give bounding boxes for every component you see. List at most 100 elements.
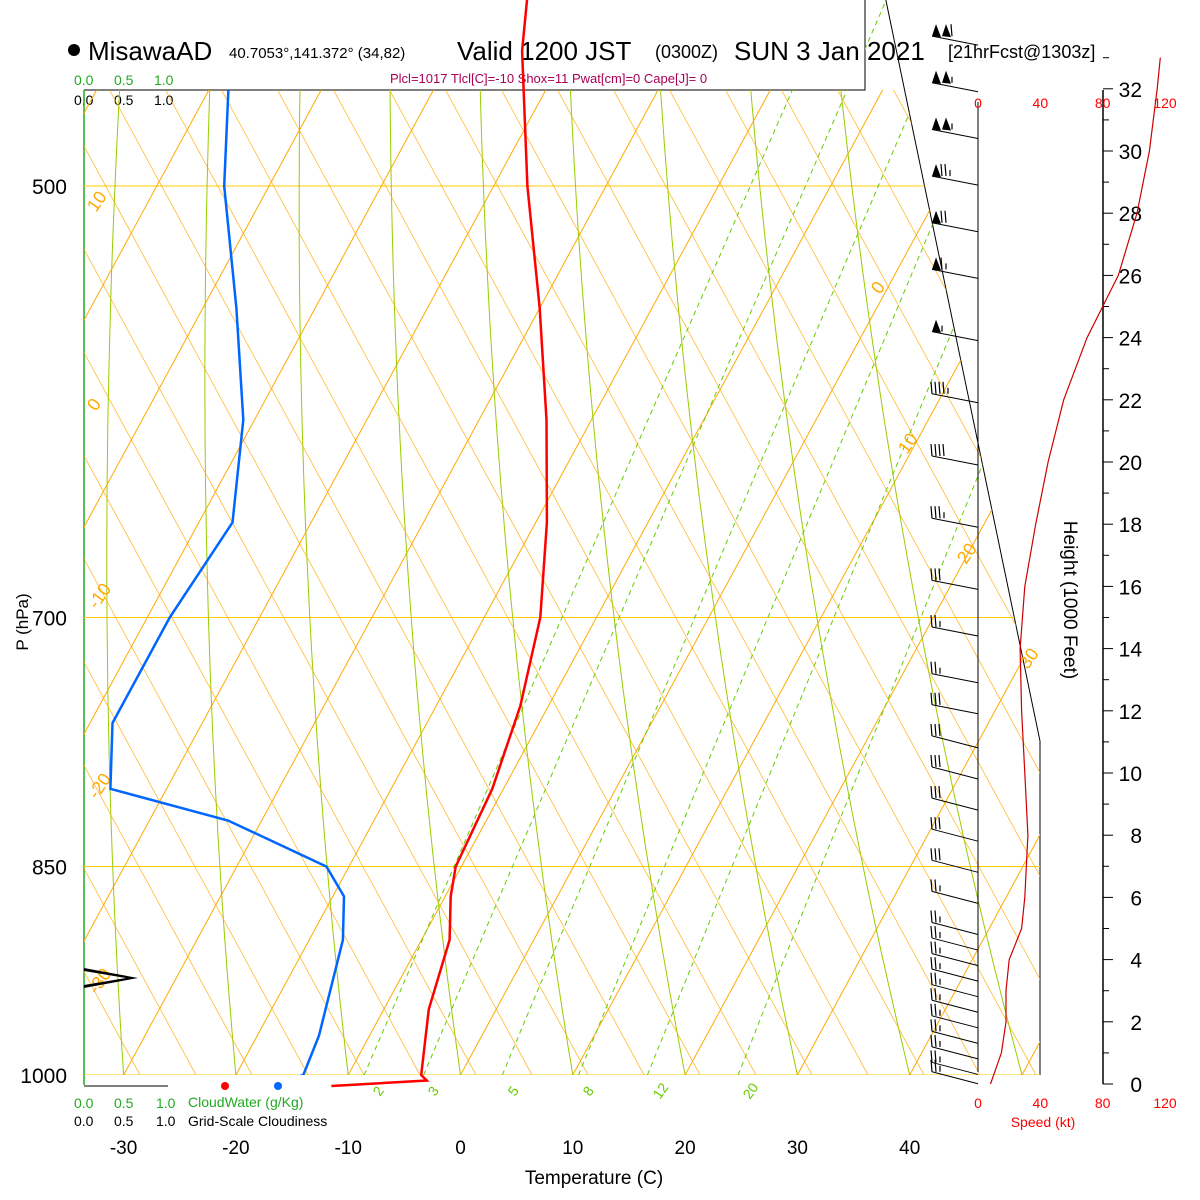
height-tick-label: 20: [1119, 452, 1142, 475]
cloud-fraction-wedge: [84, 968, 138, 988]
speed-tick-label-bottom: 80: [1095, 1095, 1111, 1111]
dry-adiabat-line: [204, 0, 277, 1076]
mixing-ratio-label: 20: [739, 1080, 761, 1102]
height-axis-title: Height (1000 Feet): [1059, 521, 1080, 679]
adiabat-line: [84, 89, 197, 1076]
wind-barb: [930, 988, 979, 1013]
isotherm-line: [1134, 90, 1200, 1075]
adiabat-line: [84, 89, 477, 1076]
wind-barb: [930, 1059, 979, 1085]
wind-barb: [931, 24, 979, 46]
plot-boundary: [84, 0, 1041, 1075]
isotherm-line: [84, 89, 434, 1076]
height-tick-label: 26: [1119, 265, 1142, 288]
temperature-tick-label: 10: [562, 1138, 583, 1159]
cloudiness-tick-bottom: 1.0: [156, 1113, 176, 1129]
height-tick-label: 6: [1130, 887, 1142, 910]
plot-frame: [83, 0, 1041, 1085]
wind-barb: [930, 786, 979, 811]
y-axis-title: P (hPa): [13, 593, 32, 650]
dry-adiabat-line: [873, 0, 1040, 1076]
height-tick-label: 24: [1119, 328, 1143, 351]
cloudiness-tick-top: 0.5: [114, 92, 134, 108]
height-tick-label: 18: [1119, 514, 1142, 537]
dry-adiabat-line: [561, 0, 698, 1076]
valid-date: SUN 3 Jan 2021: [734, 36, 925, 66]
dry-adiabat-line: [389, 0, 471, 1076]
adiabat-line: [893, 89, 1040, 1076]
adiabat-line: [501, 89, 1037, 1076]
wind-speed-profile: [989, 57, 1161, 1085]
adiabat-line: [84, 89, 589, 1076]
speed-tick-label-bottom: 120: [1153, 1095, 1177, 1111]
wind-barb: [930, 692, 979, 715]
height-tick-label: 4: [1130, 950, 1142, 973]
wind-barb: [930, 1050, 979, 1075]
isotherm-label: 10: [83, 187, 111, 215]
speed-tick-label-top: 120: [1153, 95, 1177, 111]
wind-barb: [930, 817, 979, 842]
adiabat-line: [277, 89, 813, 1076]
cloudwater-tick-bottom: 0.0: [74, 1095, 94, 1111]
wind-barb: [931, 210, 979, 233]
station-name: MisawaAD: [88, 36, 212, 66]
isotherm-line: [796, 89, 1040, 1076]
mixing-ratio-label: 8: [579, 1083, 597, 1099]
sounding-profiles: [109, 0, 549, 1088]
mixing-ratio-line: [501, 0, 1002, 1076]
dry-adiabat-line: [1022, 0, 1040, 1076]
height-tick-label: 2: [1130, 1012, 1142, 1035]
adiabat-line: [165, 89, 701, 1076]
adiabat-line: [557, 89, 1040, 1076]
adiabat-line: [84, 89, 365, 1076]
station-marker-icon: [68, 44, 80, 56]
temperature-tick-label: 40: [899, 1138, 920, 1159]
mixing-ratio-label: 2: [369, 1083, 387, 1099]
wind-barb: [930, 972, 979, 998]
wind-barb: [931, 117, 979, 139]
temperature-tick-label: 30: [787, 1138, 808, 1159]
adiabat-line: [781, 89, 1040, 1076]
height-tick-label: 8: [1130, 825, 1142, 848]
isotherm-line: [347, 89, 884, 1076]
dry-adiabat-line: [1098, 0, 1200, 1138]
height-tick-label: 12: [1119, 701, 1142, 724]
adiabat-line: [84, 89, 421, 1076]
dry-adiabat-line: [722, 0, 926, 1076]
wind-barb: [930, 1003, 979, 1029]
wind-barb: [930, 615, 979, 637]
utc-time: (0300Z): [655, 42, 718, 62]
adiabat-line: [84, 89, 253, 1076]
speed-tick-label-bottom: 40: [1033, 1095, 1049, 1111]
dry-adiabat-line: [642, 0, 812, 1076]
adiabat-line: [1174, 90, 1200, 1075]
adiabat-line: [84, 89, 309, 1076]
cloudwater-tick-bottom: 1.0: [156, 1095, 176, 1111]
speed-tick-label-top: 80: [1095, 95, 1111, 111]
adiabat-line: [445, 89, 981, 1076]
isotherm-line: [1021, 89, 1040, 1076]
isotherm-line: [572, 89, 1040, 1076]
speed-tick-label-top: 40: [1033, 95, 1049, 111]
height-tick-label: 16: [1119, 576, 1142, 599]
lcl-marker: [221, 1082, 229, 1090]
isotherm-line: [84, 89, 322, 1076]
height-tick-label: 22: [1119, 390, 1142, 413]
temperature-tick-label: -20: [222, 1138, 249, 1159]
temperature-tick-label: 20: [675, 1138, 696, 1159]
mixing-ratio-line: [363, 0, 877, 1076]
adiabat-line: [221, 89, 757, 1076]
temperature-tick-label: 0: [455, 1138, 466, 1159]
wind-barb: [930, 941, 979, 967]
wind-barb: [930, 661, 979, 684]
isotherm-label: 10: [894, 429, 922, 457]
pressure-axis: 2503004005007008501000: [20, 176, 67, 1088]
isotherm-label: 0: [867, 278, 889, 298]
forecast-info: [21hrFcst@1303z]: [948, 42, 1095, 62]
temperature-tick-label: -30: [110, 1138, 137, 1159]
adiabat-line: [84, 89, 533, 1076]
dry-adiabat-line: [298, 0, 357, 1076]
cloud-axis-bottom: 0.0 0.5 1.0 CloudWater (g/Kg) 0.0 0.5 1.…: [74, 1094, 327, 1129]
x-axis-title: Temperature (C): [525, 1168, 663, 1189]
